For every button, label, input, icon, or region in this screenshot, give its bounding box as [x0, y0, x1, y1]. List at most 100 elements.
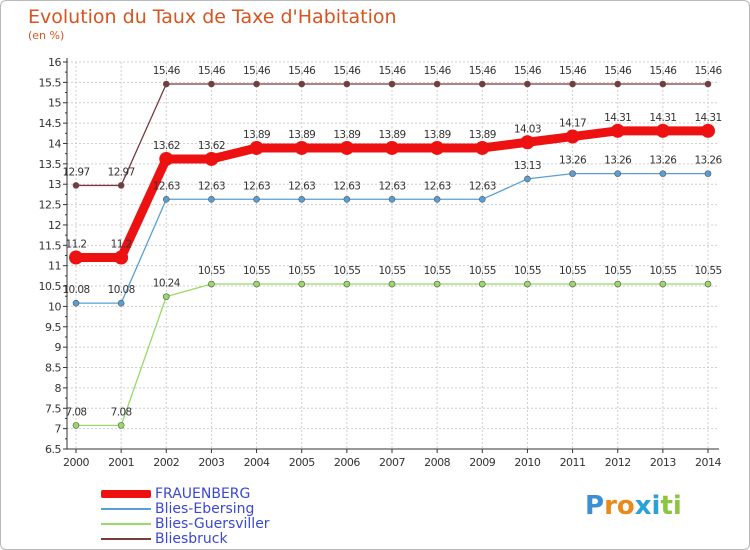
legend-label-blies-guersviller: Blies-Guersviller	[155, 516, 270, 532]
data-label: 13.26	[604, 155, 632, 167]
x-tick-label: 2001	[108, 456, 134, 469]
data-point	[524, 280, 531, 288]
data-point	[520, 135, 535, 150]
data-label: 13.26	[694, 155, 722, 167]
y-tick-label: 14	[48, 137, 61, 150]
data-label: 12.97	[62, 166, 89, 178]
y-tick-label: 6.5	[45, 443, 61, 456]
data-point	[117, 182, 125, 189]
data-point	[475, 140, 490, 155]
data-point	[659, 170, 667, 177]
data-point	[478, 280, 486, 288]
data-point	[478, 80, 486, 88]
data-point	[343, 280, 351, 288]
data-label: 12.63	[469, 180, 496, 192]
y-tick-label: 13.5	[39, 158, 62, 171]
data-label: 13.89	[424, 129, 451, 141]
data-point	[385, 140, 399, 155]
x-tick-label: 2013	[650, 456, 676, 469]
data-label: 10.55	[559, 265, 586, 277]
y-tick-label: 7.5	[45, 402, 61, 415]
data-point	[208, 80, 215, 88]
data-label: 14.31	[649, 112, 676, 124]
data-label: 13.26	[559, 155, 587, 167]
data-label: 10.55	[469, 265, 496, 277]
logo-letter: o	[616, 491, 635, 521]
data-point	[614, 80, 622, 88]
data-point	[614, 170, 622, 177]
data-point	[204, 151, 219, 166]
logo-letter: r	[604, 491, 617, 521]
data-label: 12.63	[424, 180, 451, 192]
data-point	[655, 123, 670, 138]
y-tick-label: 9	[55, 341, 62, 354]
x-tick-label: 2004	[244, 456, 270, 469]
chart-subtitle: (en %)	[28, 29, 65, 42]
y-tick-label: 12	[48, 219, 61, 232]
data-label: 12.63	[378, 180, 405, 192]
data-point	[298, 280, 306, 288]
legend-swatch-bliesbruck	[101, 538, 151, 540]
data-point	[704, 280, 712, 288]
x-tick-label: 2007	[379, 456, 405, 469]
y-tick-label: 16	[48, 56, 61, 69]
data-point	[117, 299, 125, 307]
data-label: 13.89	[333, 129, 360, 141]
data-label: 10.08	[108, 284, 135, 296]
data-point	[704, 170, 712, 177]
data-point	[117, 422, 125, 429]
data-label: 10.55	[333, 265, 360, 277]
x-tick-label: 2006	[334, 456, 360, 469]
logo-letter: x	[634, 491, 652, 521]
x-tick-label: 2003	[198, 456, 224, 469]
data-label: 13.89	[469, 129, 496, 141]
data-label: 13.13	[514, 160, 541, 172]
data-point	[339, 140, 354, 155]
data-label: 15.46	[469, 65, 497, 77]
logo-letter: P	[585, 491, 605, 521]
data-label: 10.55	[649, 265, 676, 277]
data-label: 12.63	[198, 180, 225, 192]
data-label: 13.89	[243, 129, 270, 141]
data-point	[343, 80, 351, 88]
data-label: 10.55	[243, 265, 270, 277]
data-label: 12.63	[243, 180, 270, 192]
data-label: 15.46	[514, 65, 542, 77]
data-point	[72, 182, 80, 189]
y-tick-label: 10	[48, 300, 61, 313]
data-point	[701, 123, 715, 138]
data-label: 10.24	[153, 278, 181, 290]
legend-swatch-frauenberg	[101, 490, 151, 498]
data-label: 14.31	[604, 112, 631, 124]
data-point	[208, 195, 215, 203]
data-label: 15.46	[333, 65, 361, 77]
legend-swatch-blies-ebersing	[101, 508, 151, 510]
data-point	[659, 280, 667, 288]
y-tick-label: 12.5	[39, 199, 62, 212]
data-label: 11.2	[66, 239, 87, 251]
y-tick-label: 15.5	[39, 76, 62, 89]
data-label: 15.46	[288, 65, 316, 77]
y-tick-label: 9.5	[45, 321, 61, 334]
data-point	[569, 280, 576, 288]
data-label: 15.46	[378, 65, 406, 77]
data-point	[433, 280, 441, 288]
x-tick-label: 2014	[695, 456, 721, 469]
legend-label-blies-ebersing: Blies-Ebersing	[155, 501, 255, 517]
data-label: 10.55	[288, 265, 315, 277]
x-tick-label: 2000	[63, 456, 89, 469]
data-label: 15.46	[649, 65, 677, 77]
x-tick-label: 2005	[289, 456, 315, 469]
data-point	[253, 80, 260, 88]
data-label: 10.55	[198, 265, 225, 277]
data-label: 11.2	[111, 239, 132, 251]
data-point	[162, 195, 170, 203]
chart-title: Evolution du Taux de Taxe d'Habitation	[28, 6, 397, 28]
logo-letter: t	[660, 491, 673, 521]
data-label: 15.46	[559, 65, 587, 77]
y-tick-label: 8	[55, 382, 62, 395]
data-label: 15.46	[198, 65, 226, 77]
x-tick-label: 2002	[153, 456, 179, 469]
data-label: 10.55	[424, 265, 451, 277]
data-label: 10.55	[604, 265, 631, 277]
